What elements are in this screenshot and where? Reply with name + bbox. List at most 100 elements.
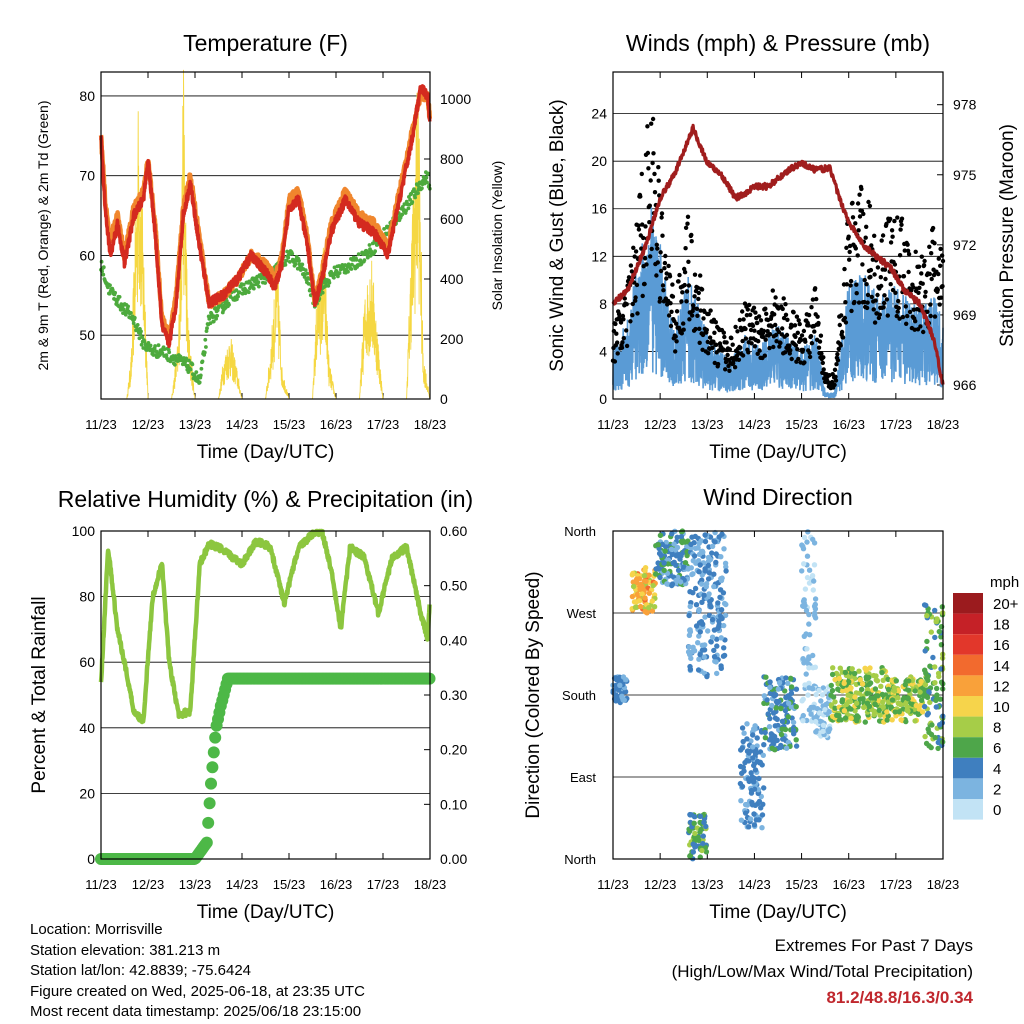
gust-point — [856, 228, 861, 233]
direction-point — [738, 798, 744, 804]
colorbar-label: 4 — [993, 761, 1001, 778]
y-tick-label: 60 — [79, 654, 95, 670]
gust-point — [921, 329, 926, 335]
direction-point — [879, 669, 885, 676]
gust-point — [897, 253, 903, 258]
direction-point — [801, 534, 808, 541]
dewpoint-point — [306, 281, 311, 286]
dewpoint-point — [205, 326, 209, 331]
direction-point — [702, 844, 709, 851]
direction-point — [696, 633, 702, 639]
precip-point — [209, 731, 222, 744]
direction-point — [752, 767, 759, 773]
gust-point — [812, 329, 817, 334]
gust-point — [866, 199, 871, 205]
direction-point — [929, 722, 935, 728]
direction-point — [697, 562, 703, 568]
x-axis-label: Time (Day/UTC) — [197, 902, 335, 923]
direction-point — [697, 629, 703, 635]
gust-point — [882, 293, 887, 298]
gust-point — [890, 234, 895, 239]
direction-point — [872, 686, 879, 692]
gust-point — [888, 240, 894, 245]
direction-point — [804, 717, 810, 724]
direction-point — [788, 690, 795, 696]
plot-frame — [100, 71, 431, 400]
location-text: Location: Morrisville — [30, 921, 163, 938]
dewpoint-point — [126, 304, 130, 309]
gust-point — [666, 263, 671, 269]
direction-point — [748, 787, 755, 794]
dewpoint-point — [204, 345, 208, 349]
gust-point — [883, 276, 888, 282]
direction-point — [778, 731, 785, 738]
direction-point — [854, 718, 860, 724]
colorbar-label: 6 — [993, 740, 1001, 757]
x-tick-label: 12/23 — [132, 877, 165, 892]
direction-point — [714, 643, 720, 649]
x-tick-label: 14/23 — [738, 417, 771, 432]
latlon-text: Station lat/lon: 42.8839; -75.6424 — [30, 962, 252, 979]
dewpoint-point — [241, 282, 246, 287]
y-tick-label: 12 — [591, 248, 607, 264]
direction-point — [806, 685, 812, 691]
gust-point — [659, 211, 665, 216]
direction-point — [759, 812, 766, 818]
gust-point — [629, 269, 635, 274]
direction-point — [926, 729, 932, 735]
direction-point — [788, 676, 794, 682]
direction-point — [617, 682, 623, 688]
gust-point — [628, 263, 634, 268]
gust-point — [674, 321, 679, 326]
direction-point — [864, 686, 871, 693]
direction-point — [819, 692, 826, 698]
rh-series — [98, 528, 432, 725]
dewpoint-point — [327, 280, 332, 285]
gust-point — [872, 233, 877, 238]
gust-point — [692, 294, 697, 299]
gust-point — [630, 301, 635, 307]
dewpoint-point — [101, 265, 106, 270]
gust-point — [778, 340, 783, 346]
gust-point — [798, 337, 804, 343]
dewpoint-point — [406, 206, 411, 211]
direction-point — [848, 685, 854, 691]
direction-point — [820, 722, 827, 728]
gust-point — [906, 269, 911, 275]
direction-point — [918, 678, 924, 685]
direction-point — [690, 644, 696, 650]
dewpoint-point — [251, 286, 256, 291]
direction-point — [896, 700, 902, 706]
direction-point — [880, 677, 886, 683]
direction-point — [708, 638, 714, 645]
gust-point — [722, 334, 727, 340]
direction-point — [720, 653, 727, 659]
dewpoint-point — [263, 281, 267, 285]
direction-point — [898, 717, 904, 723]
gust-point — [913, 319, 918, 324]
direction-point — [695, 640, 701, 646]
dewpoint-point — [198, 373, 203, 378]
dewpoint-point — [131, 321, 136, 326]
gust-point — [763, 306, 768, 311]
gust-point — [919, 271, 924, 276]
gust-point — [715, 361, 721, 367]
direction-point — [703, 823, 709, 830]
x-tick-label: 14/23 — [738, 877, 771, 892]
direction-point — [649, 608, 656, 614]
gust-point — [869, 243, 874, 248]
dewpoint-point — [203, 337, 208, 342]
direction-point — [678, 534, 685, 540]
direction-point — [756, 798, 763, 805]
direction-point — [739, 725, 746, 731]
gust-point — [733, 324, 738, 330]
x-tick-label: 18/23 — [414, 417, 447, 432]
gust-point — [819, 351, 824, 356]
gust-point — [848, 278, 854, 284]
gust-point — [636, 223, 641, 228]
direction-point — [671, 541, 677, 547]
dewpoint-point — [204, 329, 209, 333]
direction-point — [669, 551, 675, 558]
y-tick-label: 0 — [87, 851, 95, 867]
direction-point — [804, 646, 810, 652]
